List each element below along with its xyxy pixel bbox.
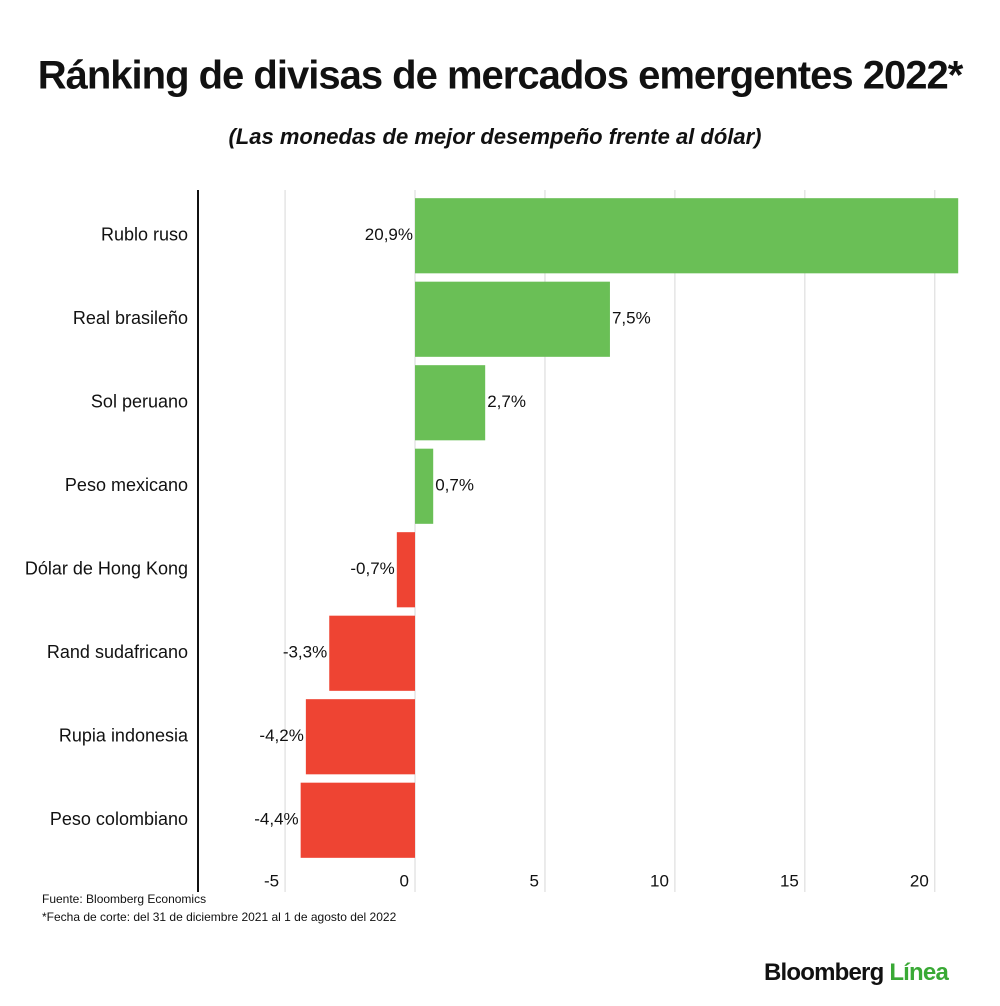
logo-name: Bloomberg xyxy=(764,959,884,986)
x-tick-label: 15 xyxy=(780,871,799,890)
bar xyxy=(415,281,610,357)
logo: Bloomberg Línea xyxy=(764,959,949,986)
y-tick-label: Peso mexicano xyxy=(65,475,188,495)
bar xyxy=(300,782,416,858)
logo-suffix: Línea xyxy=(889,959,949,986)
bar xyxy=(415,365,486,441)
bar xyxy=(415,448,434,524)
x-tick-label: 0 xyxy=(400,871,409,890)
y-tick-label: Peso colombiano xyxy=(50,809,188,829)
value-label: -4,2% xyxy=(259,726,303,745)
bar xyxy=(396,532,416,608)
x-tick-label: 5 xyxy=(529,871,538,890)
y-tick-label: Rublo ruso xyxy=(101,225,188,245)
y-tick-label: Sol peruano xyxy=(91,392,188,412)
value-label: -3,3% xyxy=(283,643,327,662)
value-label: 2,7% xyxy=(487,392,526,411)
y-tick-label: Dólar de Hong Kong xyxy=(25,559,188,579)
bar xyxy=(329,615,416,691)
y-tick-label: Real brasileño xyxy=(73,308,188,328)
footnote: *Fecha de corte: del 31 de diciembre 202… xyxy=(42,910,397,924)
x-tick-label: 20 xyxy=(910,871,929,890)
y-tick-label: Rupia indonesia xyxy=(59,726,189,746)
chart-title: Ránking de divisas de mercados emergente… xyxy=(38,54,964,98)
y-tick-label: Rand sudafricano xyxy=(47,642,188,662)
value-label: -4,4% xyxy=(254,810,298,829)
bar xyxy=(415,198,959,274)
x-tick-label: -5 xyxy=(264,871,279,890)
bar xyxy=(305,699,416,775)
value-label: 20,9% xyxy=(365,225,413,244)
value-label: 0,7% xyxy=(435,476,474,495)
value-label: -0,7% xyxy=(350,559,394,578)
source: Fuente: Bloomberg Economics xyxy=(42,892,206,906)
x-tick-label: 10 xyxy=(650,871,669,890)
chart-subtitle: (Las monedas de mejor desempeño frente a… xyxy=(228,124,761,149)
value-label: 7,5% xyxy=(612,309,651,328)
